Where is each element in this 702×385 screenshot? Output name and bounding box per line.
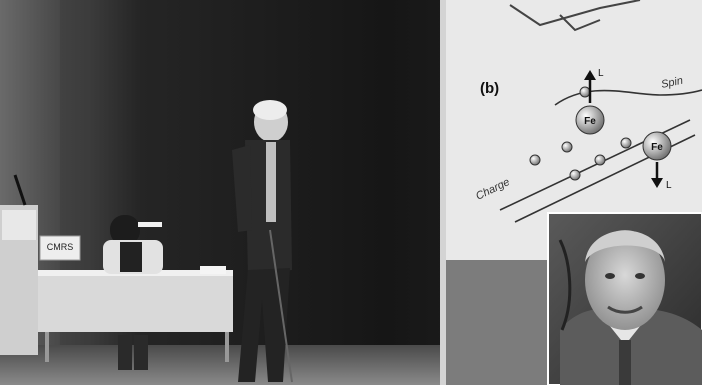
- name-card: CMRS: [39, 235, 81, 261]
- name-card-text: CMRS: [47, 242, 74, 252]
- stage-floor: [0, 345, 440, 385]
- podium: [0, 174, 38, 355]
- svg-text:Fe: Fe: [584, 116, 596, 127]
- electron: [569, 169, 581, 181]
- electron: [579, 86, 591, 98]
- svg-text:Fe: Fe: [651, 142, 663, 153]
- fe-atom-1: Fe L: [575, 68, 605, 135]
- portrait-inset: [547, 212, 702, 385]
- electron: [620, 137, 632, 149]
- seated-person: [103, 215, 163, 370]
- screen-edge: [440, 0, 446, 385]
- fe-atom-2: Fe L: [642, 131, 672, 191]
- moment-label-bottom: L: [666, 180, 672, 191]
- electron: [529, 154, 541, 166]
- spin-label: Spin: [660, 75, 684, 91]
- electron: [594, 154, 606, 166]
- standing-speaker: [232, 100, 293, 383]
- moment-label-top: L: [598, 68, 604, 79]
- electron: [561, 141, 573, 153]
- panel-label: (b): [480, 80, 499, 97]
